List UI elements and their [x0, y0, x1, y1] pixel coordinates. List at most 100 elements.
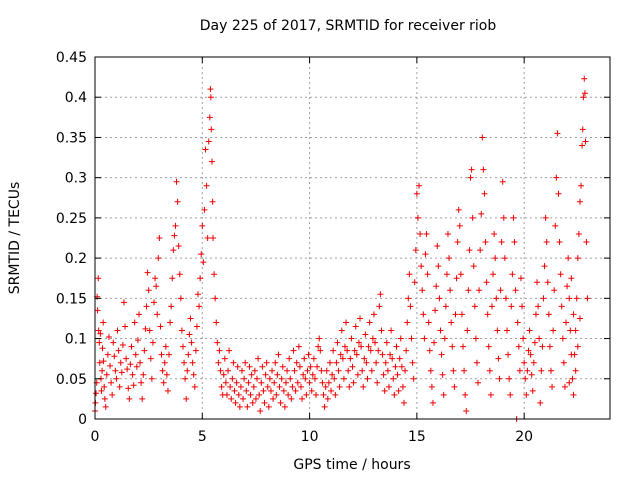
- data-point: [443, 271, 450, 278]
- data-point: [131, 319, 138, 326]
- data-point: [368, 367, 375, 374]
- data-point: [569, 375, 576, 382]
- data-point: [319, 379, 326, 386]
- data-point: [323, 367, 330, 374]
- data-point: [524, 367, 531, 374]
- data-point: [382, 359, 389, 366]
- data-point: [287, 375, 294, 382]
- data-point: [435, 263, 442, 270]
- x-axis-label: GPS time / hours: [293, 457, 410, 473]
- data-point: [551, 287, 558, 294]
- data-point: [162, 343, 169, 350]
- data-point: [465, 287, 472, 294]
- data-point: [288, 395, 295, 402]
- data-point: [103, 371, 110, 378]
- data-point: [248, 371, 255, 378]
- data-point: [346, 383, 353, 390]
- data-point: [326, 359, 333, 366]
- data-point: [466, 247, 473, 254]
- data-point: [537, 399, 544, 406]
- data-point: [210, 235, 217, 241]
- data-point: [208, 158, 215, 165]
- data-point: [339, 355, 346, 362]
- data-point: [556, 239, 563, 246]
- data-point: [230, 359, 237, 366]
- data-point: [424, 271, 431, 278]
- data-point: [293, 359, 300, 366]
- data-point: [336, 383, 343, 390]
- data-point: [483, 279, 490, 286]
- x-tick-label: 10: [301, 429, 319, 445]
- data-point: [497, 287, 504, 294]
- data-point: [550, 327, 557, 334]
- data-point: [355, 339, 362, 346]
- data-point: [578, 182, 585, 189]
- data-point: [198, 251, 205, 258]
- data-point: [485, 343, 492, 350]
- data-point: [255, 355, 262, 362]
- data-point: [195, 291, 201, 298]
- data-point: [238, 367, 245, 374]
- data-point: [249, 399, 256, 406]
- data-point: [212, 295, 219, 302]
- data-point: [183, 395, 190, 402]
- y-tick-label: 0.15: [56, 291, 87, 307]
- data-point: [460, 343, 467, 350]
- data-point: [274, 371, 281, 378]
- data-point: [491, 230, 498, 237]
- data-point: [417, 230, 424, 237]
- data-point: [275, 351, 282, 358]
- data-point: [373, 359, 380, 366]
- data-point: [154, 311, 161, 318]
- data-point: [215, 359, 222, 366]
- data-point: [341, 343, 348, 350]
- data-point: [120, 299, 127, 306]
- data-point: [286, 355, 293, 362]
- data-point: [476, 287, 483, 294]
- data-point: [216, 347, 223, 354]
- data-point: [201, 206, 208, 213]
- data-point: [99, 367, 106, 374]
- data-point: [98, 387, 105, 394]
- data-point: [177, 295, 184, 302]
- data-point: [139, 395, 146, 402]
- data-point: [561, 383, 568, 390]
- data-point: [144, 269, 151, 276]
- data-point: [540, 295, 547, 302]
- data-point: [507, 391, 514, 398]
- data-point: [570, 311, 577, 318]
- data-point: [126, 395, 133, 402]
- data-point: [583, 239, 590, 246]
- data-point: [448, 319, 455, 326]
- data-point: [122, 323, 129, 330]
- data-point: [325, 379, 332, 386]
- data-point: [334, 339, 341, 346]
- data-point: [407, 303, 414, 310]
- x-tick-label: 5: [198, 429, 207, 445]
- data-point: [306, 379, 313, 386]
- data-point: [383, 339, 390, 346]
- data-point: [173, 178, 180, 185]
- data-point: [581, 75, 588, 82]
- data-point: [129, 371, 136, 378]
- data-point: [242, 359, 249, 366]
- data-point: [425, 319, 432, 326]
- data-point: [357, 315, 364, 322]
- data-point: [178, 327, 185, 334]
- data-point: [532, 311, 539, 318]
- data-point: [244, 403, 251, 410]
- data-point: [95, 275, 102, 282]
- data-point: [399, 383, 406, 390]
- data-point: [281, 403, 288, 410]
- y-tick-label: 0.35: [56, 130, 87, 146]
- data-point: [419, 287, 426, 294]
- data-point: [142, 325, 149, 332]
- data-point: [151, 299, 158, 306]
- data-point: [509, 271, 516, 278]
- y-tick-label: 0.45: [56, 50, 87, 66]
- data-point: [557, 271, 564, 278]
- data-point: [208, 126, 215, 133]
- data-point: [193, 323, 200, 330]
- data-point: [363, 359, 370, 366]
- data-point: [158, 351, 165, 358]
